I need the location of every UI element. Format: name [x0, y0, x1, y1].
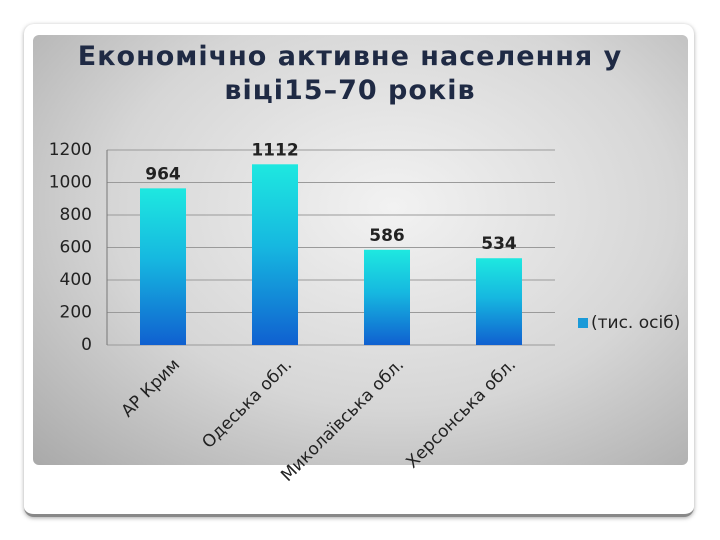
- chart-title: Економічно активне населення у віці15–70…: [77, 41, 623, 106]
- y-tick-label: 600: [60, 238, 92, 258]
- legend-swatch: [578, 318, 588, 328]
- bar: [252, 164, 298, 345]
- data-label: 586: [369, 226, 405, 246]
- y-tick-label: 1000: [49, 173, 92, 193]
- x-tick-label: Одеська обл.: [198, 355, 296, 453]
- x-tick-label: Херсонська обл.: [402, 355, 520, 473]
- y-tick-label: 800: [60, 205, 92, 225]
- data-label: 1112: [251, 140, 298, 160]
- data-label: 964: [145, 164, 181, 184]
- bar: [364, 249, 410, 345]
- bar: [476, 258, 522, 345]
- data-label: 534: [481, 234, 517, 254]
- x-tick-label: Миколаївська обл.: [277, 355, 408, 486]
- legend-label: (тис. осіб): [591, 313, 680, 333]
- y-tick-label: 0: [81, 335, 92, 355]
- y-tick-label: 200: [60, 303, 92, 323]
- bar: [140, 188, 186, 345]
- y-tick-label: 1200: [49, 140, 92, 160]
- x-tick-label: АР Крим: [118, 355, 184, 421]
- y-tick-label: 400: [60, 270, 92, 290]
